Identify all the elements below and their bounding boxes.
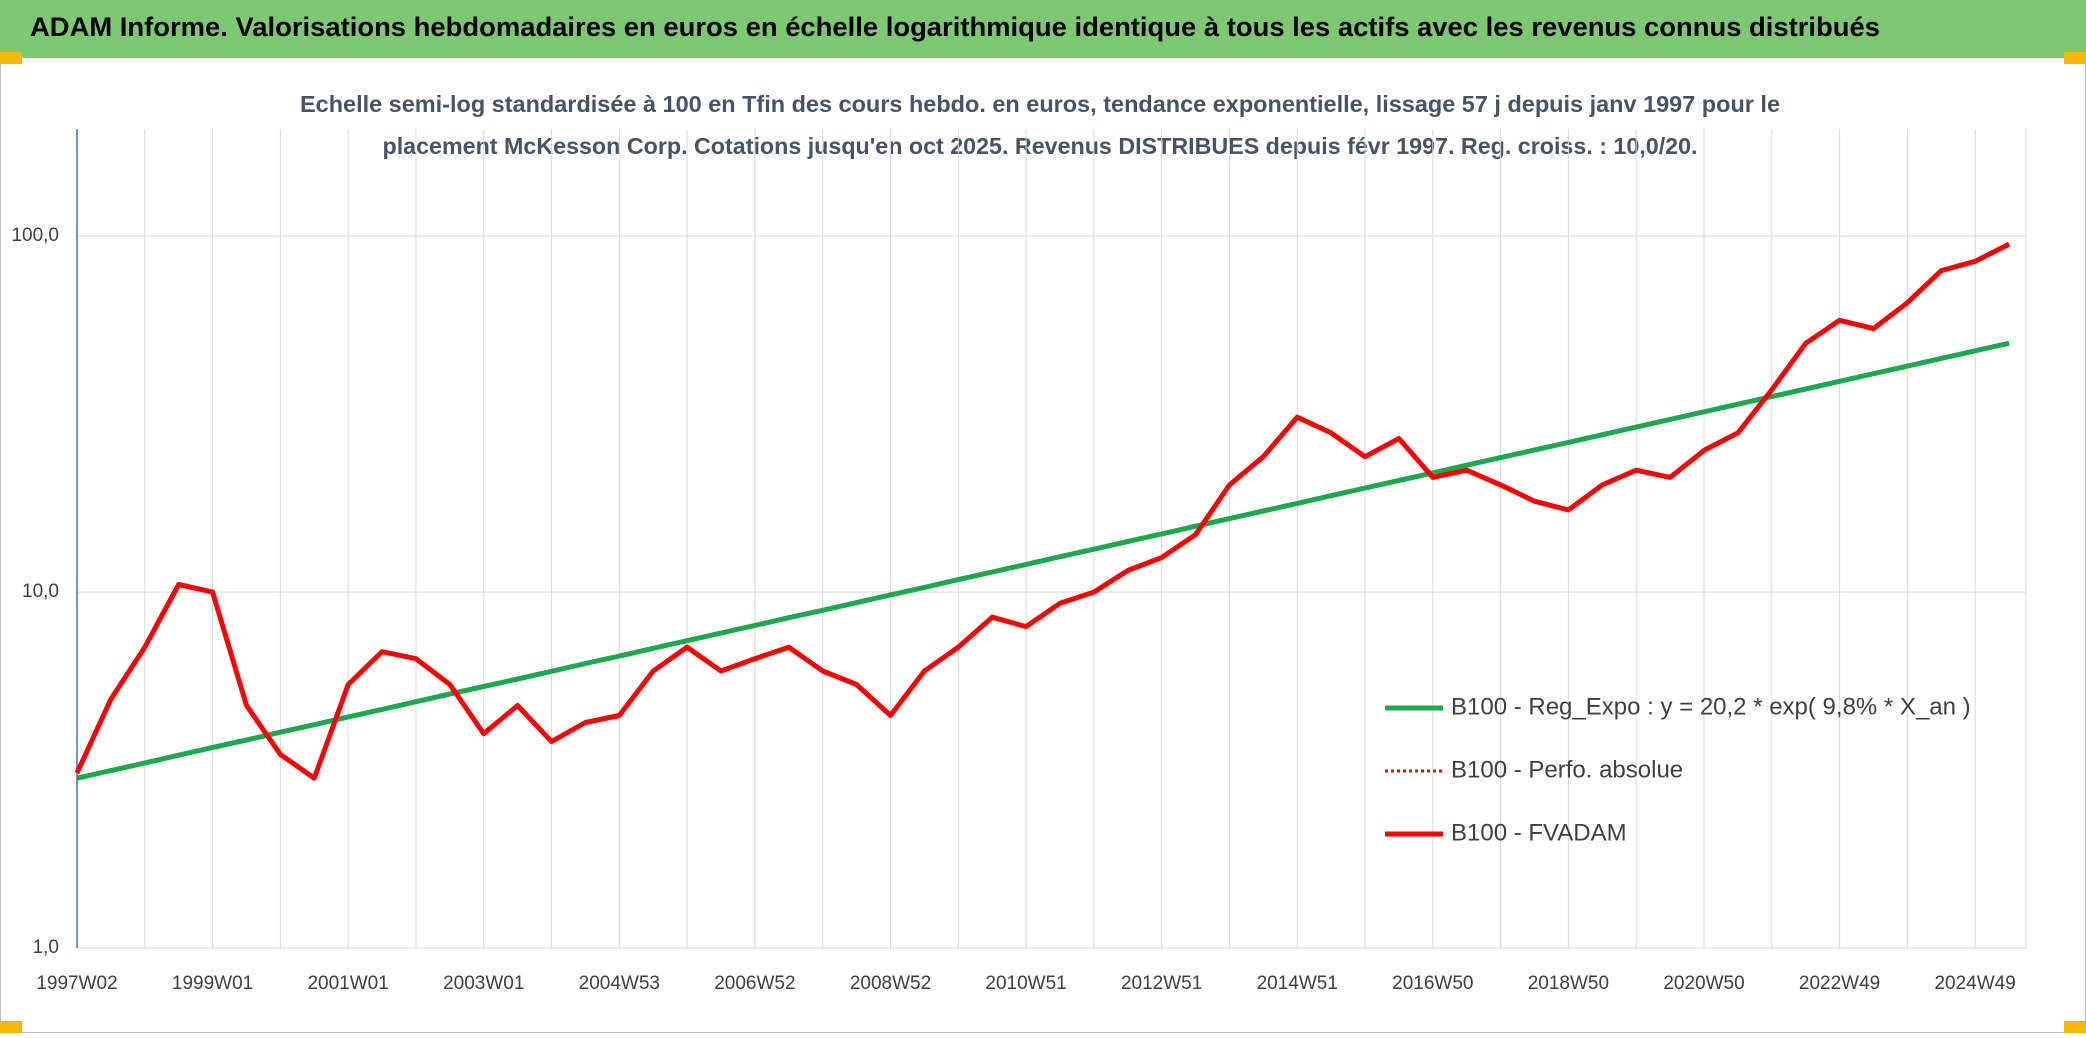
x-tick-label: 1997W02 bbox=[36, 973, 117, 994]
y-tick-label: 10,0 bbox=[22, 581, 59, 602]
x-tick-label: 2001W01 bbox=[307, 973, 388, 994]
x-tick-label: 2014W51 bbox=[1257, 973, 1338, 994]
x-tick-label: 2024W49 bbox=[1934, 973, 2015, 994]
x-tick-label: 2012W51 bbox=[1121, 973, 1202, 994]
corner-mark bbox=[0, 52, 22, 64]
series-line bbox=[74, 241, 2011, 781]
chart-subtitle: placement McKesson Corp. Cotations jusqu… bbox=[383, 133, 1698, 159]
chart-title: ADAM Informe. Valorisations hebdomadaire… bbox=[30, 12, 1880, 42]
y-tick-label: 1,0 bbox=[33, 937, 59, 958]
x-tick-label: 1999W01 bbox=[172, 973, 253, 994]
corner-mark bbox=[2064, 52, 2086, 64]
x-tick-label: 2010W51 bbox=[985, 973, 1066, 994]
series-line bbox=[76, 340, 2010, 781]
x-tick-label: 2003W01 bbox=[443, 973, 524, 994]
x-tick-label: 2020W50 bbox=[1663, 973, 1744, 994]
corner-mark bbox=[0, 1021, 22, 1033]
x-tick-label: 2008W52 bbox=[850, 973, 931, 994]
x-tick-label: 2018W50 bbox=[1528, 973, 1609, 994]
legend-label: B100 - Reg_Expo : y = 20,2 * exp( 9,8% *… bbox=[1451, 693, 1971, 720]
legend-label: B100 - FVADAM bbox=[1451, 819, 1627, 846]
x-tick-label: 2016W50 bbox=[1392, 973, 1473, 994]
x-tick-label: 2022W49 bbox=[1799, 973, 1880, 994]
corner-mark bbox=[2064, 1021, 2086, 1033]
legend-label: B100 - Perfo. absolue bbox=[1451, 756, 1683, 783]
x-tick-label: 2006W52 bbox=[714, 973, 795, 994]
title-bar bbox=[0, 0, 2086, 58]
chart-subtitle: Echelle semi-log standardisée à 100 en T… bbox=[300, 91, 1780, 117]
x-tick-label: 2004W53 bbox=[579, 973, 660, 994]
y-tick-label: 100,0 bbox=[11, 225, 59, 246]
